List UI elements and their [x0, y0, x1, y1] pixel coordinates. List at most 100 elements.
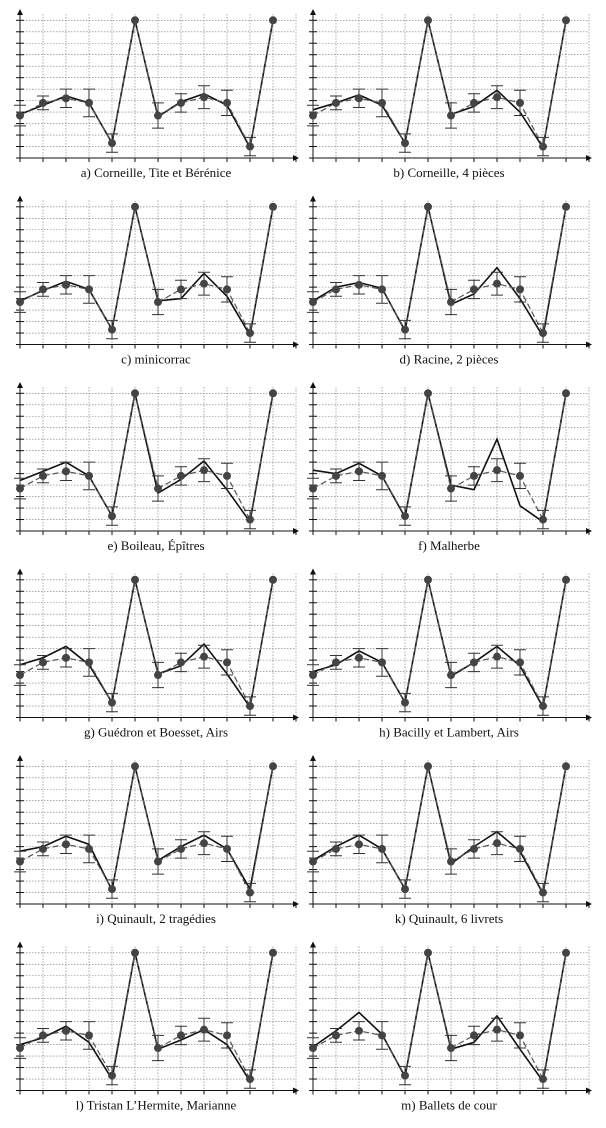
- caption: d) Racine, 2 pièces: [400, 351, 499, 366]
- point: [39, 1031, 47, 1040]
- point: [154, 1044, 162, 1053]
- point: [108, 512, 116, 521]
- point: [154, 857, 162, 866]
- point: [85, 471, 93, 480]
- point: [516, 1031, 524, 1040]
- point: [177, 285, 185, 294]
- point: [200, 93, 208, 102]
- series-line: [312, 952, 567, 1084]
- point: [223, 98, 231, 107]
- point: [246, 329, 254, 338]
- series-line: [19, 952, 274, 1081]
- point: [424, 575, 432, 584]
- point: [493, 652, 501, 661]
- point: [332, 1031, 340, 1040]
- caption: a) Corneille, Tite et Bérénice: [81, 165, 232, 180]
- point: [562, 762, 570, 771]
- point: [269, 389, 277, 398]
- point: [223, 471, 231, 480]
- point: [177, 844, 185, 853]
- point: [269, 16, 277, 25]
- point: [85, 1031, 93, 1040]
- point: [401, 325, 409, 334]
- point: [539, 888, 547, 897]
- point: [16, 484, 24, 493]
- point: [269, 202, 277, 211]
- point: [355, 280, 363, 289]
- point: [154, 671, 162, 680]
- point: [562, 575, 570, 584]
- point: [200, 839, 208, 848]
- point: [269, 762, 277, 771]
- point: [332, 471, 340, 480]
- point: [200, 1025, 208, 1034]
- caption: g) Guédron et Boesset, Airs: [84, 724, 228, 739]
- point: [332, 98, 340, 107]
- point: [424, 202, 432, 211]
- series-line: [312, 20, 567, 149]
- point: [378, 471, 386, 480]
- point: [378, 285, 386, 294]
- point: [355, 653, 363, 662]
- point: [539, 329, 547, 338]
- caption: h) Bacilly et Lambert, Airs: [379, 724, 519, 739]
- series-line: [312, 766, 567, 895]
- point: [562, 948, 570, 957]
- point: [269, 575, 277, 584]
- point: [493, 279, 501, 288]
- series-line: [19, 393, 274, 524]
- point: [516, 471, 524, 480]
- point: [516, 98, 524, 107]
- point: [154, 484, 162, 493]
- point: [401, 139, 409, 148]
- panel: i) Quinault, 2 tragédies: [14, 755, 299, 926]
- point: [332, 844, 340, 853]
- point: [177, 471, 185, 480]
- point: [447, 1044, 455, 1053]
- point: [131, 202, 139, 211]
- point: [516, 658, 524, 667]
- point: [16, 111, 24, 120]
- point: [16, 671, 24, 680]
- series-line: [19, 766, 274, 893]
- point: [378, 1031, 386, 1040]
- point: [562, 202, 570, 211]
- point: [539, 1075, 547, 1084]
- point: [131, 948, 139, 957]
- point: [309, 1044, 317, 1053]
- panel: l) Tristan L’Hermite, Marianne: [14, 941, 299, 1112]
- point: [108, 885, 116, 894]
- point: [131, 762, 139, 771]
- panel: m) Ballets de cour: [307, 941, 592, 1112]
- caption: c) minicorrac: [121, 351, 191, 366]
- point: [16, 1044, 24, 1053]
- point: [309, 484, 317, 493]
- series-line: [19, 579, 274, 708]
- series-line: [312, 206, 567, 335]
- point: [424, 762, 432, 771]
- point: [177, 658, 185, 667]
- point: [246, 1075, 254, 1084]
- point: [246, 702, 254, 711]
- point: [424, 16, 432, 25]
- point: [108, 698, 116, 707]
- series-line: [19, 20, 274, 151]
- point: [62, 653, 70, 662]
- point: [200, 466, 208, 475]
- point: [200, 652, 208, 661]
- point: [177, 1031, 185, 1040]
- point: [62, 467, 70, 476]
- point: [131, 16, 139, 25]
- panel: c) minicorrac: [14, 195, 299, 366]
- panel: e) Boileau, Épîtres: [14, 382, 299, 553]
- point: [424, 948, 432, 957]
- point: [39, 658, 47, 667]
- point: [401, 698, 409, 707]
- point: [539, 142, 547, 151]
- point: [85, 658, 93, 667]
- point: [131, 389, 139, 398]
- point: [246, 142, 254, 151]
- point: [539, 702, 547, 711]
- point: [447, 484, 455, 493]
